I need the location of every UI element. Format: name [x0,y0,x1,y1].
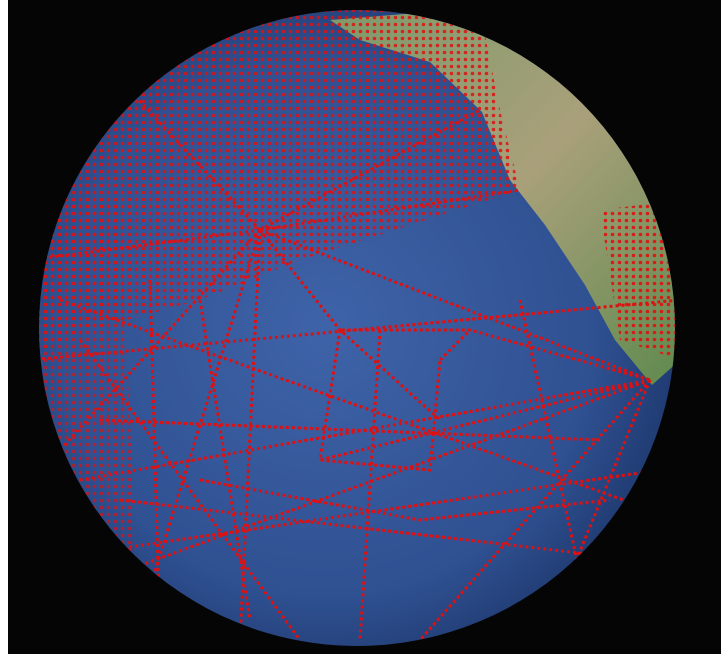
dense-tracks [39,10,520,360]
ship-tracks [39,78,675,641]
globe-surface [39,10,675,641]
dense-tracks [600,200,675,360]
